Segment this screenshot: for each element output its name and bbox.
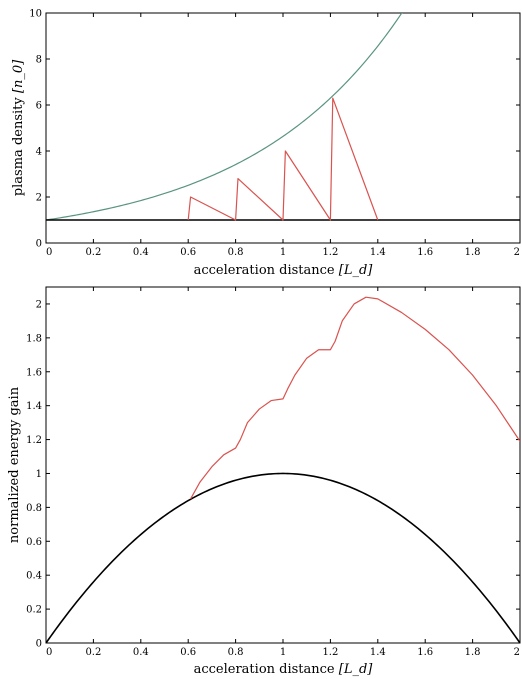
density-ytick-label: 6 (36, 101, 42, 112)
energy-xlabel: acceleration distance [L_d] (194, 662, 374, 677)
energy-ytick-label: 0.8 (26, 503, 42, 514)
energy-ytick-label: 0.6 (26, 537, 42, 548)
energy-xtick-label: 1 (280, 647, 286, 658)
energy-xtick-label: 0 (46, 647, 52, 658)
density-xtick-label: 1 (280, 247, 286, 258)
energy-xtick-label: 1.4 (370, 647, 386, 658)
density-xtick-label: 0.8 (228, 247, 244, 258)
energy-ytick-label: 0.4 (26, 571, 42, 582)
energy-ytick-label: 0.2 (26, 605, 42, 616)
energy-xtick-label: 1.6 (417, 647, 433, 658)
density-ytick-label: 10 (29, 9, 42, 20)
energy-series (46, 296, 520, 643)
density-xtick-label: 1.6 (417, 247, 433, 258)
energy-xtick-label: 1.2 (322, 647, 338, 658)
density-xtick-label: 1.2 (322, 247, 338, 258)
energy-ytick-label: 2 (36, 299, 42, 310)
density-xtick-label: 0 (46, 247, 52, 258)
density-ytick-label: 4 (36, 147, 42, 158)
energy-gain-chart: 0 0.2 0.4 0.6 0.8 1 1.2 1.4 1.6 1.8 2 0 0.2 0.4 0.6 0.8… (7, 286, 521, 677)
energy-series-single-stage (46, 472, 520, 643)
density-ytick-label: 0 (36, 239, 42, 250)
energy-xtick-label: 0.4 (133, 647, 149, 658)
density-series (46, 13, 520, 221)
energy-ytick-label: 1 (36, 469, 42, 480)
density-xtick-label: 0.2 (85, 247, 101, 258)
energy-xtick-label: 0.6 (180, 647, 196, 658)
density-ticks: 0 0.2 0.4 0.6 0.8 1 1.2 1.4 1.6 1.8 2 0 2 4 6 8 10 (29, 9, 521, 258)
density-xtick-label: 1.4 (370, 247, 386, 258)
density-xlabel: acceleration distance [L_d] (194, 263, 374, 278)
density-series-exponential (46, 13, 403, 221)
energy-xtick-label: 2 (514, 647, 520, 658)
density-ylabel: plasma density [n_0] (11, 59, 26, 196)
energy-xtick-label: 1.8 (465, 647, 481, 658)
energy-ylabel: normalized energy gain (7, 386, 22, 543)
energy-ytick-label: 1.2 (26, 435, 42, 446)
density-xtick-label: 2 (514, 247, 520, 258)
energy-ytick-label: 1.4 (26, 401, 42, 412)
density-ytick-label: 8 (36, 55, 42, 66)
density-xtick-label: 1.8 (465, 247, 481, 258)
energy-ytick-label: 1.8 (26, 333, 42, 344)
energy-xtick-label: 0.8 (228, 647, 244, 658)
energy-xtick-label: 0.2 (85, 647, 101, 658)
energy-series-multi-stage (190, 296, 520, 500)
energy-plot-frame (45, 286, 521, 644)
energy-ytick-label: 1.6 (26, 367, 42, 378)
energy-ytick-label: 0 (36, 639, 42, 650)
energy-ticks: 0 0.2 0.4 0.6 0.8 1 1.2 1.4 1.6 1.8 2 0 0.2 0.4 0.6 0.8… (26, 287, 521, 658)
density-xtick-label: 0.4 (133, 247, 149, 258)
density-xtick-label: 0.6 (180, 247, 196, 258)
density-series-staged (187, 97, 379, 221)
density-ytick-label: 2 (36, 193, 42, 204)
density-chart: 0 0.2 0.4 0.6 0.8 1 1.2 1.4 1.6 1.8 2 0 2 4 6 8 10 accel… (11, 9, 521, 278)
